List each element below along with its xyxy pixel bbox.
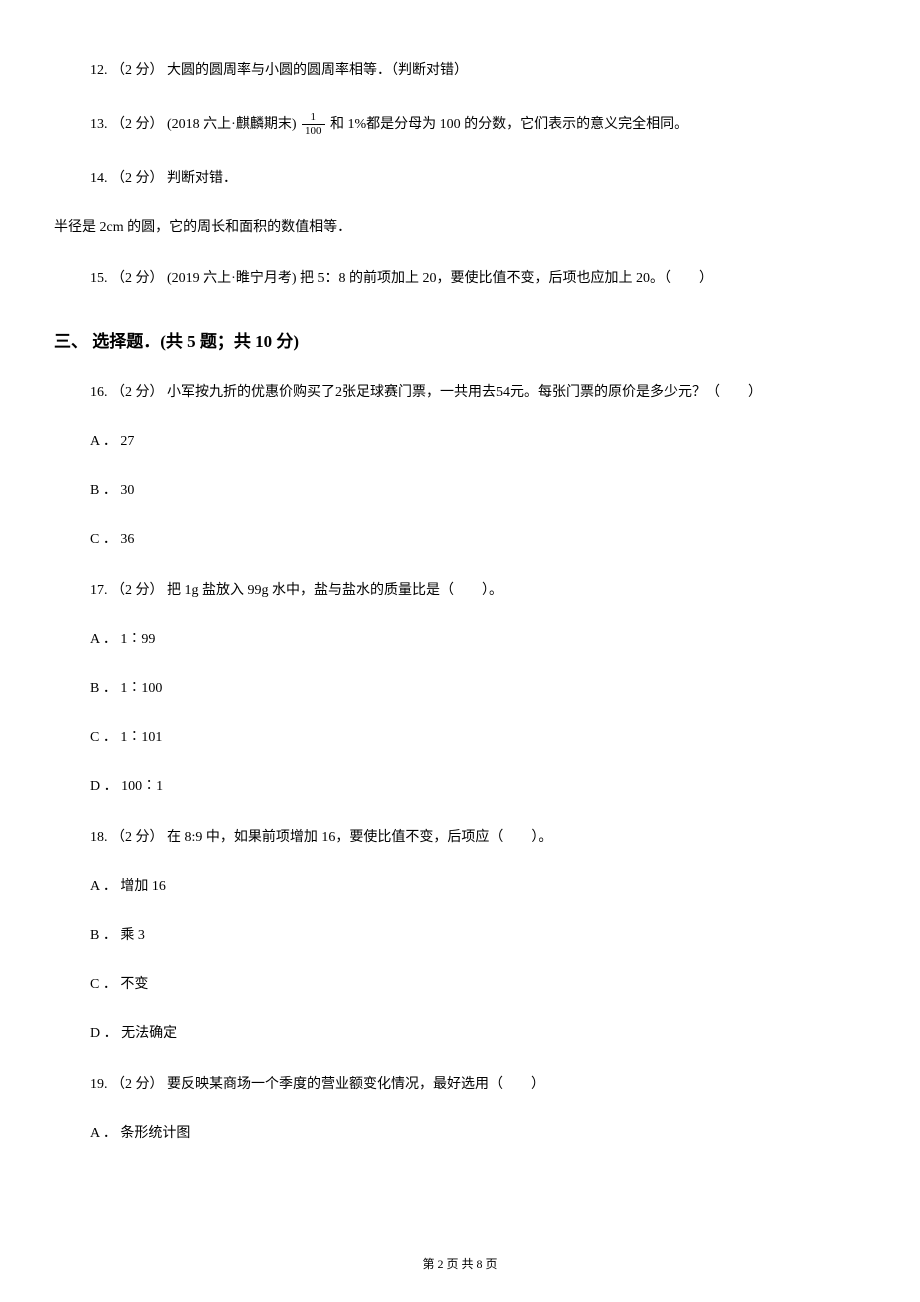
question-15: 15. （2 分） (2019 六上·睢宁月考) 把 5：8 的前项加上 20，…: [90, 268, 856, 289]
options-list: A ． 1∶99 B ． 1∶100 C ． 1∶101 D ． 100∶1: [90, 629, 856, 797]
option-a: A ． 1∶99: [90, 629, 856, 650]
question-points: （2 分）: [111, 830, 164, 845]
page-footer: 第 2 页 共 8 页: [0, 1255, 920, 1272]
options-list: A ． 条形统计图: [90, 1123, 856, 1144]
question-18: 18. （2 分） 在 8:9 中，如果前项增加 16，要使比值不变，后项应（ …: [90, 827, 856, 1044]
option-c: C ． 不变: [90, 974, 856, 995]
question-subtext: 半径是 2cm 的圆，它的周长和面积的数值相等．: [54, 217, 856, 238]
question-text: 在 8:9 中，如果前项增加 16，要使比值不变，后项应（ ）。: [167, 830, 552, 845]
question-16: 16. （2 分） 小军按九折的优惠价购买了2张足球赛门票，一共用去54元。每张…: [90, 382, 856, 550]
question-number: 13.: [90, 117, 108, 132]
question-text: 大圆的圆周率与小圆的圆周率相等．（判断对错）: [167, 63, 468, 78]
question-number: 19.: [90, 1077, 108, 1092]
question-points: （2 分）: [111, 271, 164, 286]
question-points: （2 分）: [111, 583, 164, 598]
question-points: （2 分）: [111, 1077, 164, 1092]
question-points: （2 分）: [111, 63, 164, 78]
option-c: C ． 1∶101: [90, 727, 856, 748]
option-d: D ． 100∶1: [90, 776, 856, 797]
question-number: 14.: [90, 171, 108, 186]
question-text: 把 5：8 的前项加上 20，要使比值不变，后项也应加上 20。（ ）: [300, 271, 713, 286]
question-number: 16.: [90, 385, 108, 400]
fraction-display: 1 100: [302, 111, 325, 138]
question-number: 17.: [90, 583, 108, 598]
option-c: C ． 36: [90, 529, 856, 550]
question-context: (2018 六上·麒麟期末): [167, 117, 300, 132]
option-a: A ． 条形统计图: [90, 1123, 856, 1144]
question-text: 要反映某商场一个季度的营业额变化情况，最好选用（ ）: [167, 1077, 545, 1092]
fraction-denominator: 100: [302, 125, 325, 138]
option-a: A ． 增加 16: [90, 876, 856, 897]
fraction-numerator: 1: [302, 111, 325, 125]
question-text: 和 1%都是分母为 100 的分数，它们表示的意义完全相同。: [330, 117, 688, 132]
question-number: 12.: [90, 63, 108, 78]
question-points: （2 分）: [111, 117, 164, 132]
question-points: （2 分）: [111, 171, 164, 186]
question-context: (2019 六上·睢宁月考): [167, 271, 300, 286]
question-17: 17. （2 分） 把 1g 盐放入 99g 水中，盐与盐水的质量比是（ ）。 …: [90, 580, 856, 797]
options-list: A ． 增加 16 B ． 乘 3 C ． 不变 D ． 无法确定: [90, 876, 856, 1044]
question-text: 判断对错．: [167, 171, 237, 186]
question-points: （2 分）: [111, 385, 164, 400]
option-a: A ． 27: [90, 431, 856, 452]
question-12: 12. （2 分） 大圆的圆周率与小圆的圆周率相等．（判断对错）: [90, 60, 856, 81]
option-d: D ． 无法确定: [90, 1023, 856, 1044]
option-b: B ． 30: [90, 480, 856, 501]
question-14: 14. （2 分） 判断对错． 半径是 2cm 的圆，它的周长和面积的数值相等．: [90, 168, 856, 238]
question-13: 13. （2 分） (2018 六上·麒麟期末) 1 100 和 1%都是分母为…: [90, 111, 856, 138]
question-19: 19. （2 分） 要反映某商场一个季度的营业额变化情况，最好选用（ ） A ．…: [90, 1074, 856, 1144]
option-b: B ． 乘 3: [90, 925, 856, 946]
options-list: A ． 27 B ． 30 C ． 36: [90, 431, 856, 550]
question-number: 15.: [90, 271, 108, 286]
option-b: B ． 1∶100: [90, 678, 856, 699]
question-text: 小军按九折的优惠价购买了2张足球赛门票，一共用去54元。每张门票的原价是多少元？…: [167, 385, 762, 400]
section-3-header: 三、 选择题．(共 5 题；共 10 分): [54, 327, 856, 352]
question-number: 18.: [90, 830, 108, 845]
question-text: 把 1g 盐放入 99g 水中，盐与盐水的质量比是（ ）。: [167, 583, 503, 598]
